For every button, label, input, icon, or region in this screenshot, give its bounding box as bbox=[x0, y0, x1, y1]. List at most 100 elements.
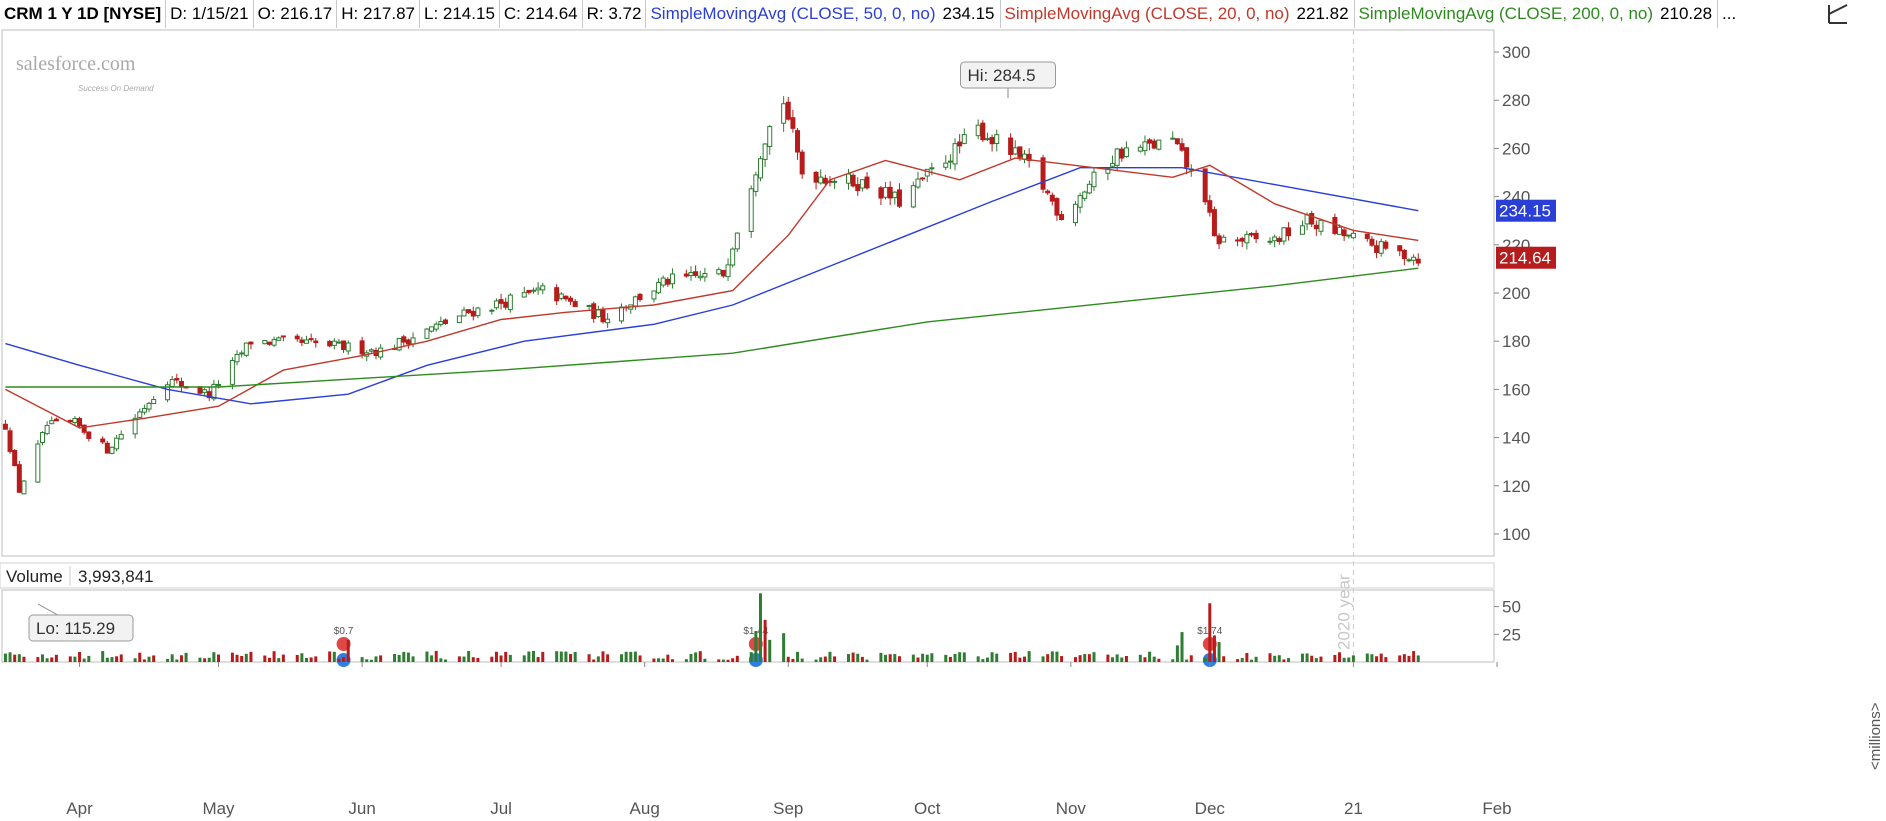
volume-bar bbox=[786, 656, 790, 662]
candle bbox=[730, 247, 736, 268]
candle bbox=[104, 440, 110, 454]
candle-body bbox=[730, 248, 736, 266]
volume-title: Volume bbox=[6, 567, 63, 586]
candle bbox=[1406, 258, 1412, 263]
candle-body bbox=[1086, 183, 1092, 194]
volume-bar bbox=[976, 656, 980, 662]
volume-bar bbox=[814, 659, 818, 662]
volume-bar bbox=[1073, 657, 1077, 662]
time-tick-label: Sep bbox=[773, 799, 803, 818]
candle bbox=[21, 479, 27, 495]
candle-body bbox=[591, 303, 597, 319]
candle bbox=[526, 289, 532, 295]
candle-body bbox=[1364, 233, 1370, 239]
candle bbox=[887, 181, 893, 206]
candle-body bbox=[619, 306, 625, 322]
candle bbox=[1142, 135, 1148, 156]
candle bbox=[1156, 139, 1162, 151]
candle bbox=[521, 286, 527, 298]
last-price-badge-bg bbox=[1496, 246, 1556, 269]
candle-body bbox=[299, 339, 305, 343]
candle-body bbox=[2, 423, 8, 430]
candle-body bbox=[656, 282, 662, 294]
candle bbox=[114, 434, 120, 452]
candle-body bbox=[266, 341, 272, 345]
volume-bar bbox=[925, 654, 929, 662]
volume-bar bbox=[1407, 655, 1411, 662]
sma200-study-label[interactable]: SimpleMovingAvg (CLOSE, 200, 0, no) bbox=[1358, 4, 1654, 23]
collapse-panel-icon[interactable] bbox=[1826, 2, 1850, 26]
candle bbox=[470, 306, 476, 321]
candle-body bbox=[832, 180, 838, 183]
volume-bar bbox=[1203, 657, 1207, 662]
volume-bar bbox=[596, 656, 600, 662]
volume-bar bbox=[1185, 659, 1189, 662]
candle bbox=[1313, 220, 1319, 236]
sma20-study-label[interactable]: SimpleMovingAvg (CLOSE, 20, 0, no) bbox=[1004, 4, 1290, 23]
candle-body bbox=[438, 321, 444, 325]
symbol-label[interactable]: CRM 1 Y 1D [NYSE] bbox=[0, 0, 167, 28]
volume-bar bbox=[1370, 654, 1374, 662]
candle-body bbox=[243, 342, 249, 356]
salesforce-tagline: Success On Demand bbox=[78, 84, 154, 93]
candle-body bbox=[280, 335, 286, 338]
candle-body bbox=[757, 158, 763, 179]
lo-callout-text: Lo: 115.29 bbox=[36, 619, 115, 638]
candle-body bbox=[1239, 238, 1245, 242]
last-price-badge: 214.64 bbox=[1496, 246, 1556, 269]
more-studies-menu[interactable]: ... bbox=[1722, 4, 1737, 23]
candle-body bbox=[206, 391, 212, 399]
candle bbox=[1309, 210, 1315, 227]
candle-body bbox=[994, 134, 1000, 144]
volume-bar bbox=[101, 651, 105, 662]
candle bbox=[1378, 238, 1384, 257]
sma20-study-value: 221.82 bbox=[1294, 0, 1355, 28]
candle bbox=[637, 292, 643, 302]
candle-body bbox=[100, 438, 106, 443]
candle-body bbox=[693, 271, 699, 276]
price-tick-label: 200 bbox=[1502, 284, 1530, 303]
candle-body bbox=[1119, 148, 1125, 159]
volume-bar bbox=[462, 656, 466, 662]
volume-bar bbox=[365, 659, 369, 662]
volume-bar bbox=[504, 651, 508, 662]
candle bbox=[790, 109, 796, 133]
candle bbox=[1147, 138, 1153, 151]
candle-body bbox=[1045, 190, 1051, 194]
candle-body bbox=[720, 269, 726, 277]
candle bbox=[702, 267, 708, 282]
candle-body bbox=[1276, 238, 1282, 242]
sma50-study-label[interactable]: SimpleMovingAvg (CLOSE, 50, 0, no) bbox=[650, 4, 936, 23]
volume-bar bbox=[1314, 658, 1318, 662]
volume-bar bbox=[54, 654, 58, 662]
candle bbox=[762, 143, 768, 168]
candle bbox=[294, 333, 300, 342]
candle bbox=[920, 177, 926, 181]
volume-bar bbox=[1157, 658, 1161, 662]
candle bbox=[855, 177, 861, 196]
volume-bar bbox=[1087, 654, 1091, 662]
candle bbox=[1415, 253, 1421, 267]
volume-bar bbox=[833, 656, 837, 662]
candle-body bbox=[1147, 139, 1153, 144]
candle bbox=[49, 416, 55, 425]
volume-bar bbox=[1277, 655, 1281, 662]
volume-bar bbox=[1041, 656, 1045, 662]
candle-body bbox=[1105, 168, 1111, 174]
candle-body bbox=[341, 340, 347, 350]
candle-body bbox=[118, 433, 124, 440]
candle-body bbox=[651, 290, 657, 300]
volume-bar bbox=[1148, 651, 1152, 662]
sma20-line bbox=[5, 157, 1419, 429]
year-marker-label: 2020 year bbox=[1334, 574, 1353, 650]
candle bbox=[1151, 138, 1157, 150]
candle bbox=[859, 179, 865, 192]
candle-body bbox=[1272, 236, 1278, 242]
candle bbox=[503, 297, 509, 310]
volume-bar bbox=[272, 651, 276, 662]
volume-bar bbox=[1398, 655, 1402, 662]
volume-bar bbox=[726, 659, 730, 662]
volume-bar bbox=[990, 652, 994, 662]
volume-bar bbox=[689, 653, 693, 662]
